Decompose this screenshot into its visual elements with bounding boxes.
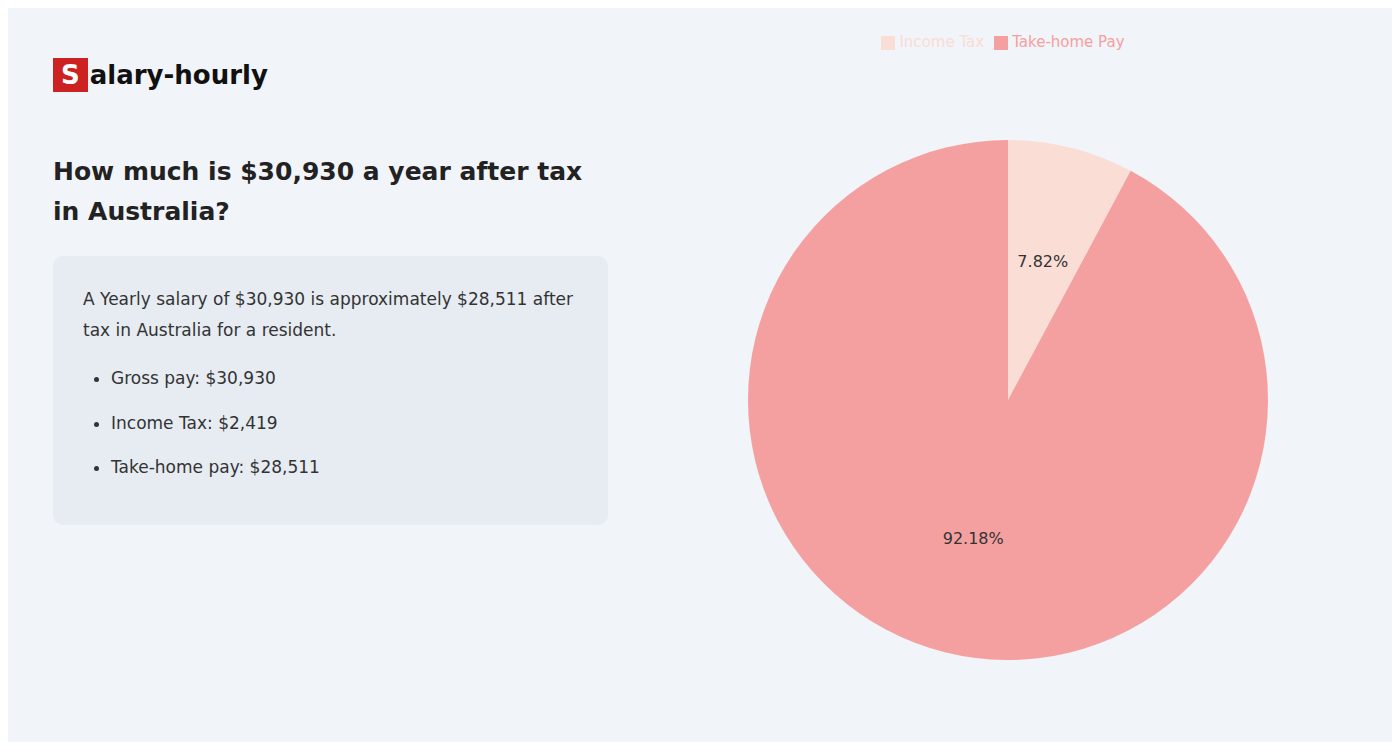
html-text:How much is $30,930 a year aft: How much is $30,930 a year after tax in … [53,157,583,226]
svg-text:92.18%: 92.18% [943,529,1004,548]
svg-text:7.82%: 7.82% [1017,252,1068,271]
html-text:Gross pay: $30,930: Gross pay: $30,930 [111,368,276,389]
html-text:Take-home pay: $28,511: Take-home pay: $28,511 [111,457,320,478]
html-text:S alary-hourly: S alary-hourly [61,60,268,90]
html-text:A Yearly salary of $30,930 is: A Yearly salary of $30,930 is approximat… [83,289,573,340]
html-text:Income Tax: Income Tax [899,33,985,51]
html-text:Income Tax: $2,419: Income Tax: $2,419 [111,412,278,433]
html-text:Take-home Pay: Take-home Pay [1012,33,1125,51]
